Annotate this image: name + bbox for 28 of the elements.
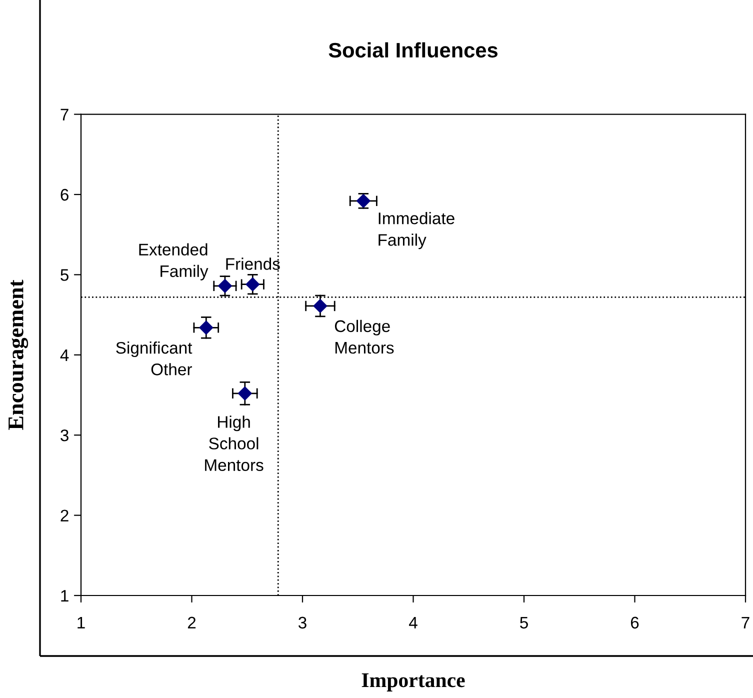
y-tick-label: 7 <box>60 108 68 120</box>
x-tick-label: 7 <box>742 616 750 628</box>
chart-title: Social Influences <box>328 42 498 58</box>
x-tick-label: 3 <box>298 616 306 629</box>
point <box>199 320 214 335</box>
annotation: Significant Other <box>116 342 192 376</box>
y-tick-label: 6 <box>60 188 68 201</box>
y-tick-label: 1 <box>61 590 68 602</box>
y-tick-label: 4 <box>60 349 69 361</box>
x-tick-label: 1 <box>78 616 85 628</box>
annotation: Immediate Family <box>378 212 454 250</box>
annotation: Friends <box>226 258 280 270</box>
annotation: College Mentors <box>334 320 394 354</box>
x-tick-label: 6 <box>630 616 639 629</box>
x-axis-title: Importance <box>362 673 465 692</box>
point <box>313 299 328 313</box>
x-tick-label: 2 <box>188 616 196 628</box>
y-axis-title: Encouragement <box>8 280 28 430</box>
x-tick-label: 5 <box>520 616 528 629</box>
annotation: High School Mentors <box>205 416 264 472</box>
point <box>218 279 232 293</box>
x-tick-label: 4 <box>409 616 418 628</box>
y-tick-label: 2 <box>60 510 68 522</box>
y-tick-label: 5 <box>60 269 68 281</box>
point <box>238 386 252 400</box>
y-tick-label: 3 <box>60 430 68 442</box>
point <box>246 277 260 292</box>
annotation: Extended Family <box>139 243 208 280</box>
